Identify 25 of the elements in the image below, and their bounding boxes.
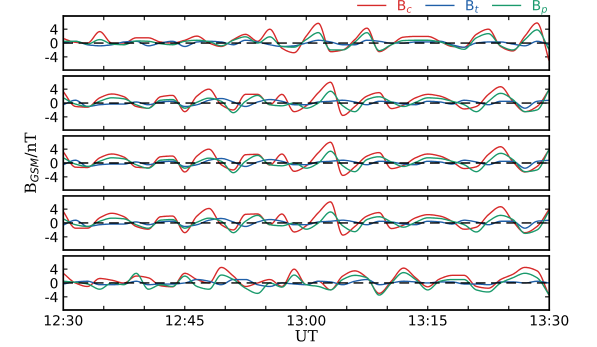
y-tick-label: 0 xyxy=(50,158,58,168)
x-tick-label: 13:00 xyxy=(288,315,326,326)
y-tick-label: 4 xyxy=(50,24,58,34)
y-tick-label: 0 xyxy=(50,278,58,288)
y-tick-label: -4 xyxy=(45,292,58,302)
x-axis-title: UT xyxy=(295,330,318,342)
y-tick-label: -4 xyxy=(45,52,58,62)
x-tick-label: 12:30 xyxy=(44,315,82,326)
y-tick-label: 0 xyxy=(50,38,58,48)
y-tick-label: 4 xyxy=(50,84,58,94)
y-tick-label: 4 xyxy=(50,264,58,274)
legend-label: B$_{p}$ xyxy=(532,0,547,15)
y-tick-label: -4 xyxy=(45,112,58,122)
y-axis-title: B$_{GSM}$/nT xyxy=(24,132,38,193)
x-tick-label: 13:30 xyxy=(530,315,568,326)
x-tick-label: 12:45 xyxy=(166,315,204,326)
y-tick-label: 4 xyxy=(50,204,58,214)
x-tick-label: 13:15 xyxy=(409,315,447,326)
legend-label: B$_{c}$ xyxy=(398,0,412,13)
y-tick-label: -4 xyxy=(45,232,58,242)
y-tick-label: -4 xyxy=(45,172,58,182)
legend-label: B$_{t}$ xyxy=(466,0,479,13)
y-tick-label: 0 xyxy=(50,218,58,228)
y-tick-label: 0 xyxy=(50,98,58,108)
y-tick-label: 4 xyxy=(50,144,58,154)
